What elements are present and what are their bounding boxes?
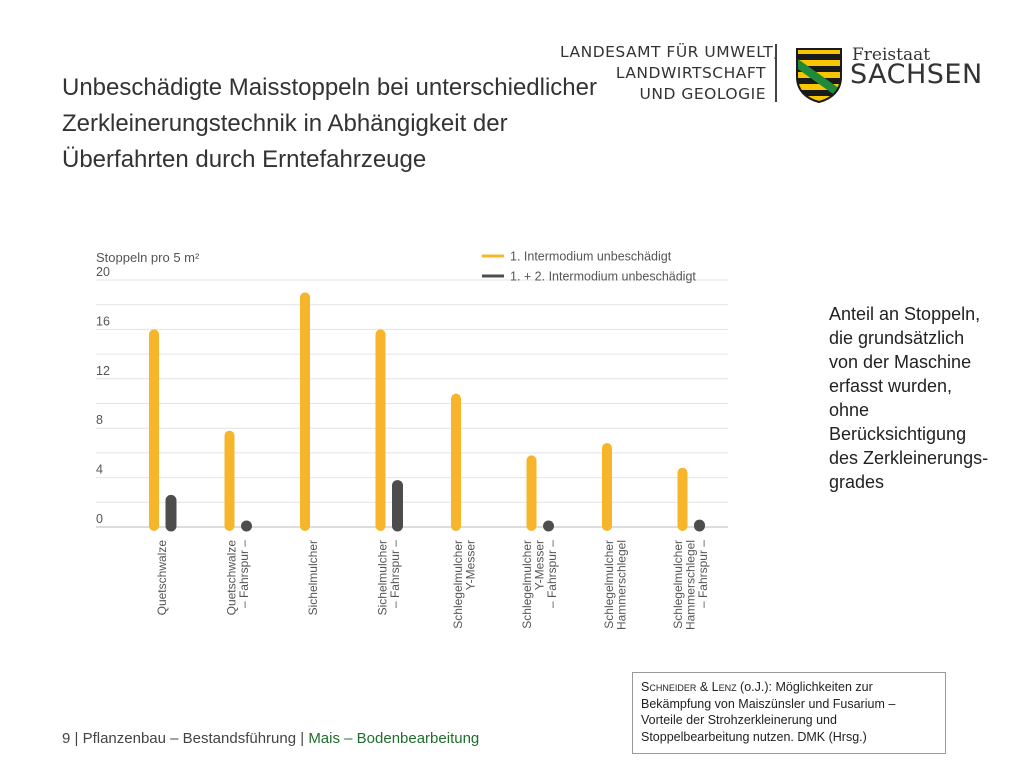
source-text: (o.J.): Möglichkeiten zur Bekämpfung von…	[641, 680, 896, 744]
source-authors: Schneider & Lenz	[641, 680, 737, 694]
source-citation: Schneider & Lenz (o.J.): Möglichkeiten z…	[632, 672, 946, 754]
x-tick-label: Quetschwalze	[155, 540, 169, 616]
x-tick-label: Quetschwalze– Fahrspur –	[224, 540, 251, 616]
agency-line-3: UND GEOLOGIE	[639, 85, 766, 103]
state-label-big: SACHSEN	[850, 59, 983, 90]
footer-prefix: 9 | Pflanzenbau – Bestandsführung |	[62, 730, 309, 747]
x-tick-label-line: Quetschwalze	[155, 540, 169, 616]
x-axis-labels: Quetschwalze Quetschwalze– Fahrspur – Sich…	[155, 540, 710, 630]
x-tick-label-line: Sichelmulcher	[306, 540, 320, 615]
x-tick-label-line: Hammerschlegel	[614, 540, 628, 630]
x-tick-label-line: – Fahrspur –	[696, 540, 710, 608]
slide-title: Unbeschädigte Maisstoppeln bei unterschi…	[62, 74, 597, 173]
saxony-crest-icon	[796, 48, 842, 103]
y-tick-label: 12	[96, 364, 110, 378]
x-tick-label-line: Hammerschlegel	[684, 540, 698, 630]
footer-section: Mais – Bodenbearbeitung	[308, 730, 480, 747]
state-label-small: Freistaat	[852, 45, 931, 65]
y-tick-label: 16	[96, 314, 110, 328]
bar-chart: 0 4 8 12 16 20 Stoppeln pro 5 m² 1. Intermodi…	[96, 250, 728, 630]
y-tick-label: 4	[96, 463, 103, 477]
footer: 9 | Pflanzenbau – Bestandsführung | Mais…	[62, 730, 479, 747]
y-tick-label: 20	[96, 265, 110, 279]
y-tick-label: 8	[96, 413, 103, 427]
x-tick-label: Sichelmulcher	[306, 540, 320, 615]
agency-name: LANDESAMT FÜR UMWELT, LANDWIRTSCHAFT UND…	[560, 42, 779, 105]
x-tick-label-line: Schlegelmulcher	[451, 540, 465, 629]
x-tick-label-line: Schlegelmulcher	[602, 540, 616, 629]
legend-label: 1. + 2. Intermodium unbeschädigt	[510, 270, 696, 284]
x-tick-label-line: Quetschwalze	[224, 540, 238, 616]
x-tick-label-line: – Fahrspur –	[388, 540, 402, 608]
y-axis-label: Stoppeln pro 5 m²	[96, 250, 200, 265]
x-tick-label-line: – Fahrspur –	[545, 540, 559, 608]
agency-line-2: LANDWIRTSCHAFT	[615, 64, 766, 82]
legend-label: 1. Intermodium unbeschädigt	[510, 250, 672, 264]
x-tick-label-line: Y-Messer	[533, 540, 547, 590]
x-tick-label-line: Schlegelmulcher	[520, 540, 534, 629]
chart-legend: 1. Intermodium unbeschädigt 1. + 2. Inter…	[482, 250, 696, 284]
x-tick-label-line: Y-Messer	[463, 540, 477, 590]
chart-bars	[149, 292, 705, 532]
agency-line-1: LANDESAMT FÜR UMWELT,	[560, 43, 779, 61]
y-tick-label: 0	[96, 512, 103, 526]
y-axis-ticks: 0 4 8 12 16 20	[96, 265, 110, 526]
x-tick-label-line: Schlegelmulcher	[671, 540, 685, 629]
x-tick-label-line: Sichelmulcher	[375, 540, 389, 615]
chart-grid	[96, 279, 728, 528]
logo-divider	[775, 44, 777, 102]
x-tick-label-line: – Fahrspur –	[237, 540, 251, 608]
x-tick-label: Sichelmulcher– Fahrspur –	[375, 540, 402, 616]
side-note: Anteil an Stoppeln, die grundsätzlich vo…	[829, 304, 989, 492]
